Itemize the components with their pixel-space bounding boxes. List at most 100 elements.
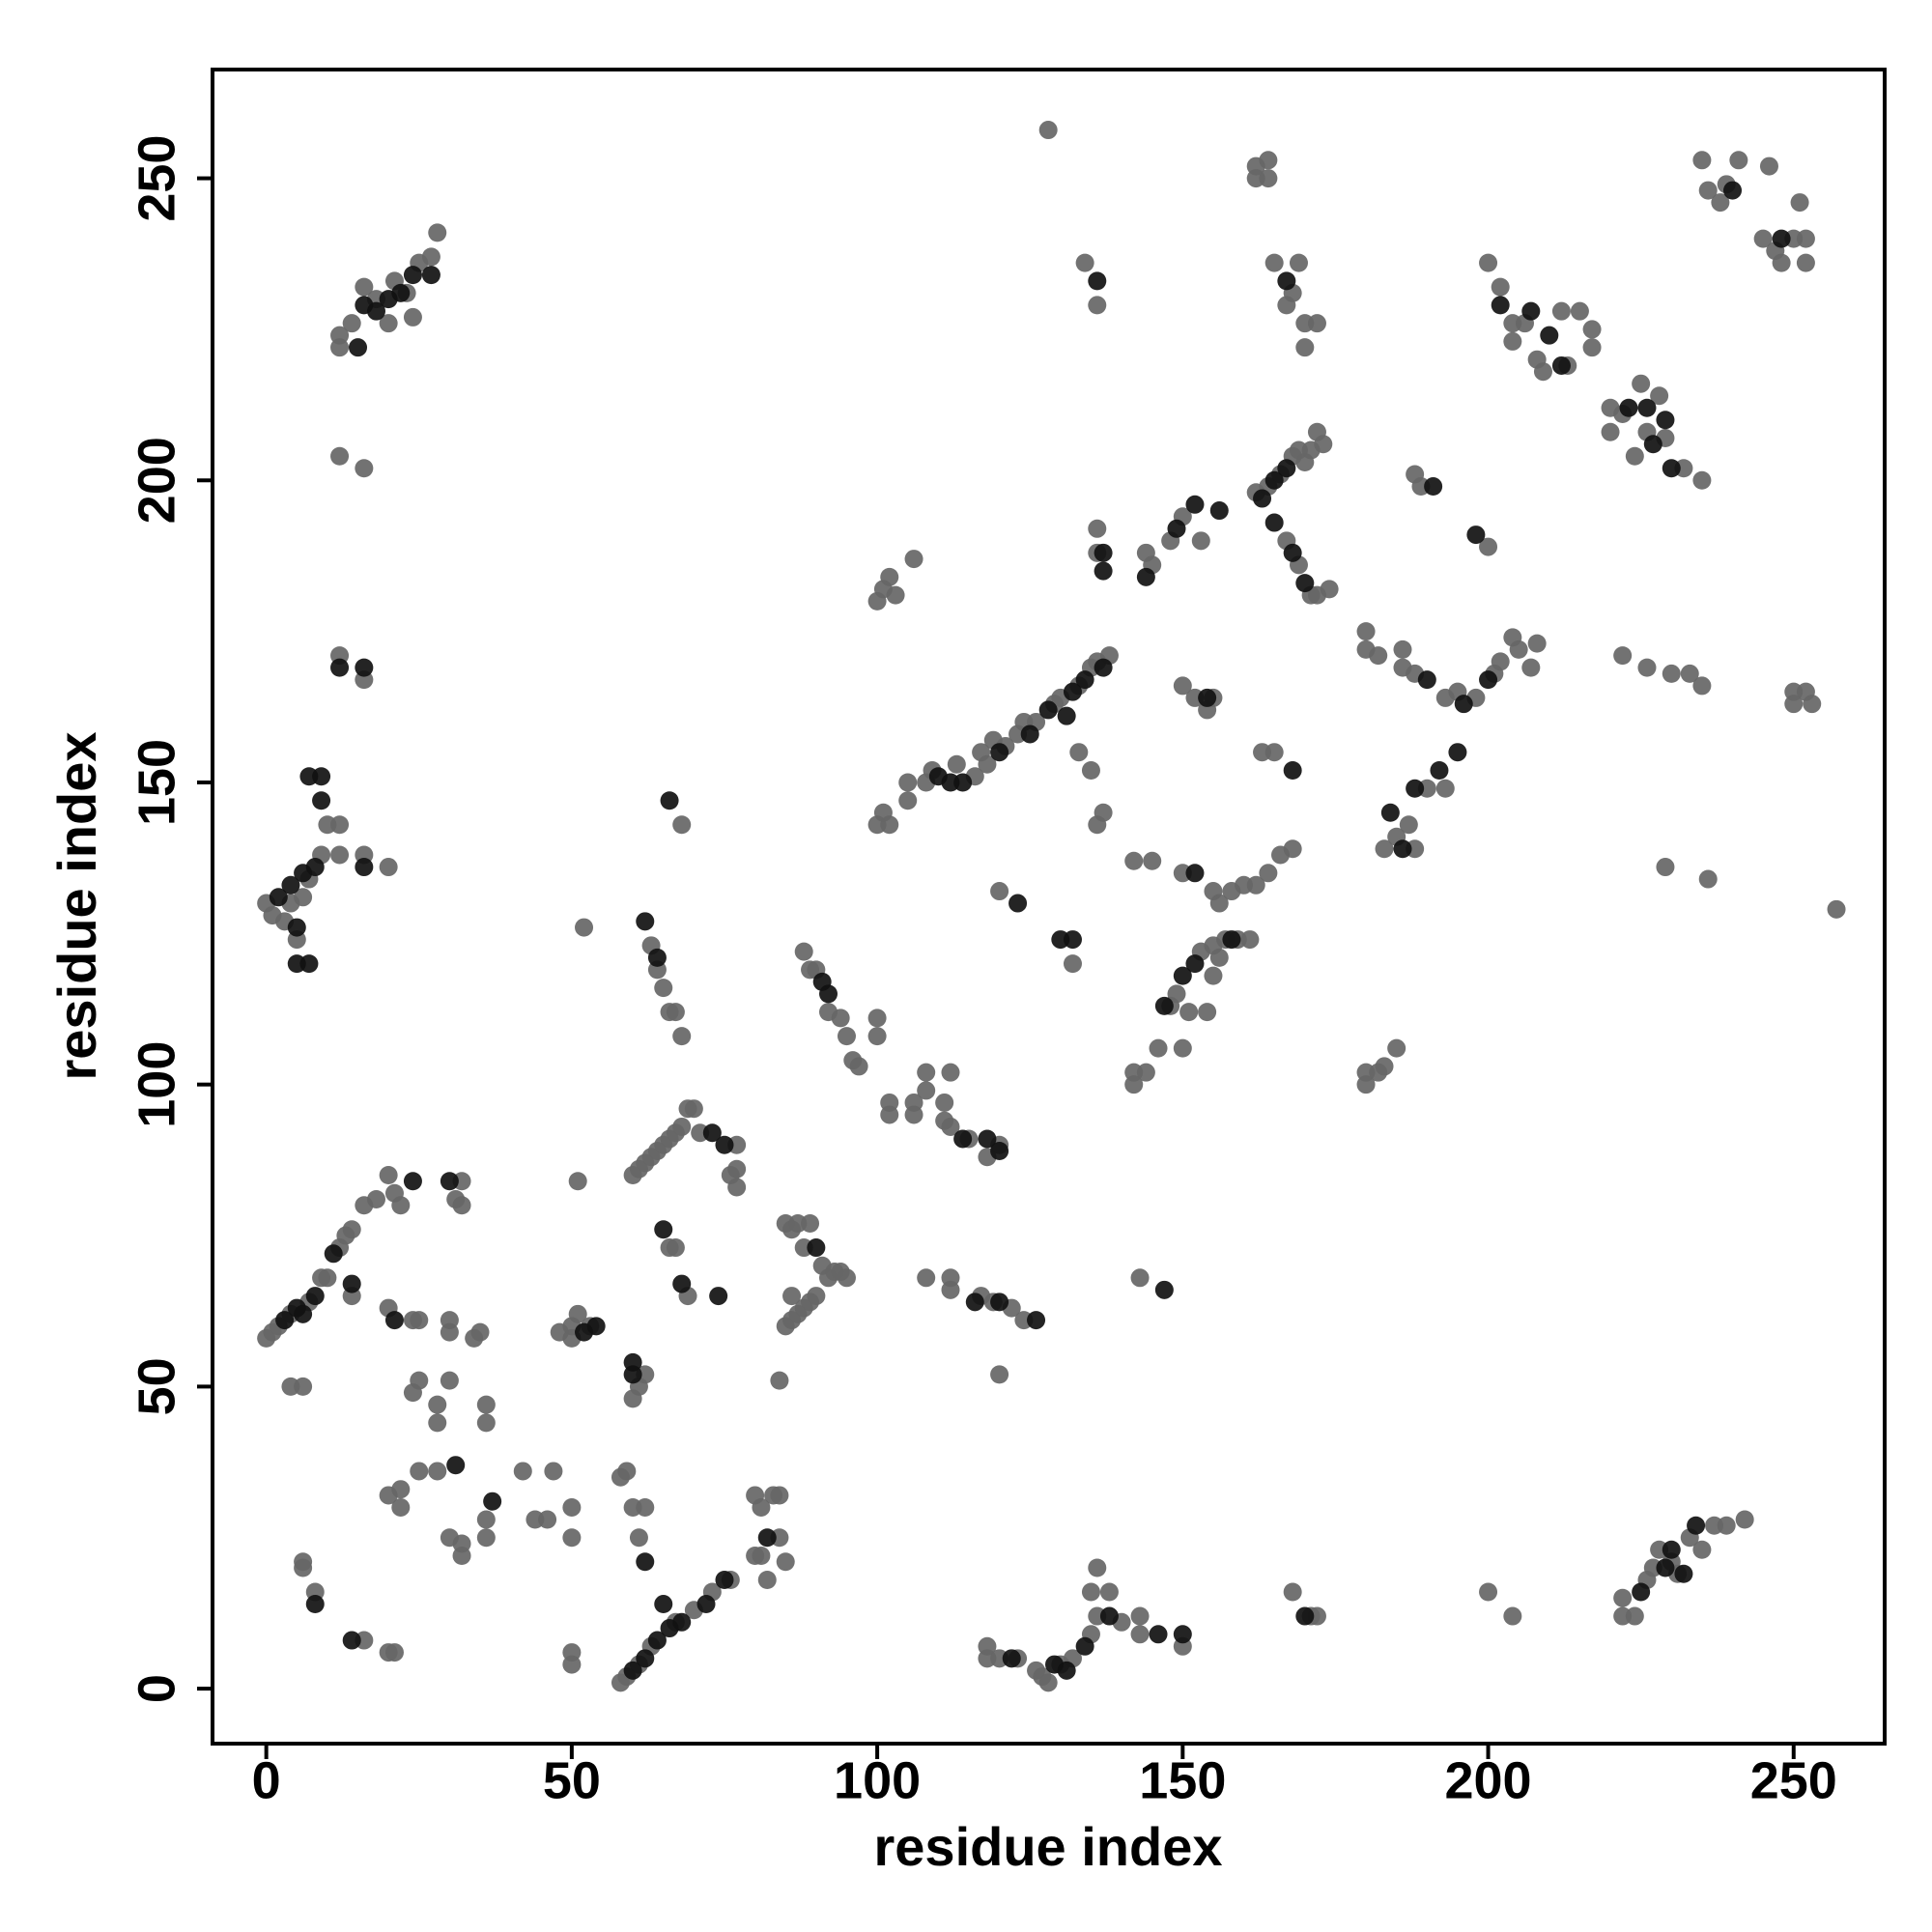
point [1094,803,1113,822]
point [312,767,331,786]
y-tick-label: 200 [128,437,185,524]
point [1277,271,1296,291]
point [305,1595,325,1614]
point [575,918,594,937]
point [1264,513,1284,532]
point [1380,803,1400,822]
point [440,1528,459,1548]
point [440,1322,459,1342]
point [1320,580,1339,599]
point [403,266,422,285]
point [1692,151,1712,170]
point [312,791,331,810]
point [342,314,361,333]
point [379,314,398,333]
point [1088,296,1107,315]
point [770,1371,789,1390]
point [1283,839,1302,859]
point [1209,948,1229,967]
point [1729,151,1748,170]
point [281,875,300,895]
x-tick-label: 50 [543,1751,601,1809]
point [819,984,838,1004]
point [623,1389,642,1408]
point [1264,743,1284,762]
point [476,1528,496,1548]
point [342,1274,361,1293]
point [904,550,923,569]
point [1020,724,1039,744]
point [1796,253,1815,272]
x-tick-label: 100 [834,1751,921,1809]
point [770,1486,789,1505]
point [696,1595,716,1614]
point [1253,489,1272,508]
point [757,1528,777,1548]
point [647,948,667,967]
point [1356,622,1376,641]
point [1099,1606,1119,1626]
point [965,1293,984,1312]
point [1185,954,1205,974]
point [807,1238,826,1258]
point [1295,1606,1315,1626]
point [1154,1280,1174,1299]
point [1448,743,1467,762]
point [1533,362,1552,382]
point [1637,398,1657,417]
point [1692,676,1712,696]
point [867,1027,887,1046]
point [275,1311,295,1330]
point [666,1003,685,1022]
point [562,1655,582,1674]
point [1551,301,1571,321]
point [1088,271,1107,291]
point [1417,670,1436,690]
point [1527,634,1547,653]
point [305,858,325,877]
point [538,1510,557,1529]
point [1430,760,1449,780]
point [470,1322,490,1342]
point [1209,501,1229,521]
point [294,1377,313,1396]
point [666,1238,685,1258]
point [568,1304,587,1323]
point [452,1196,471,1215]
point [1387,1038,1406,1058]
point [428,1395,447,1414]
point [355,459,374,478]
point [1698,869,1718,889]
point [1173,966,1192,985]
point [1735,1510,1754,1529]
point [684,1099,703,1119]
point [403,307,422,327]
point [568,1172,587,1191]
point [898,773,918,792]
point [636,912,655,931]
point [623,1661,642,1680]
point [647,1631,667,1650]
point [1375,1057,1394,1076]
point [990,1141,1009,1160]
point [917,1268,936,1288]
point [837,1027,856,1046]
point [654,979,673,998]
point [1198,688,1217,707]
point [476,1413,496,1433]
point [1790,193,1809,213]
point [1094,543,1113,562]
point [1796,229,1815,248]
point [1185,864,1205,883]
point [1277,459,1296,478]
point [1601,422,1620,441]
point [355,658,374,677]
point [1130,1268,1150,1288]
point [1662,459,1681,478]
point [1173,1625,1192,1644]
point [953,773,973,792]
point [1723,181,1743,200]
point [452,1546,471,1565]
point [904,1105,923,1124]
point [1063,930,1082,950]
